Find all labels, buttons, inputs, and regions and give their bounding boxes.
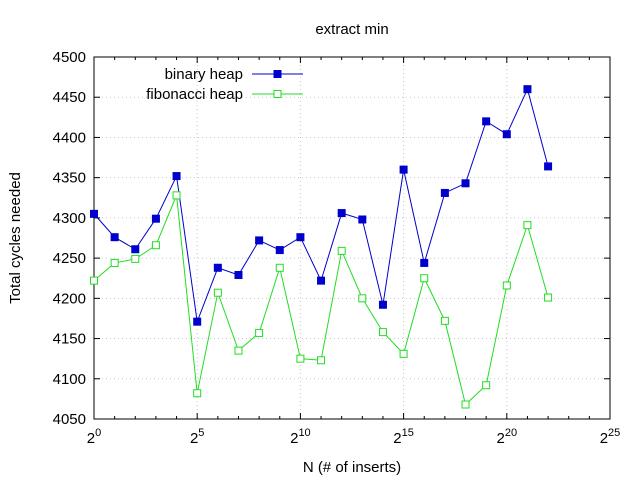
data-point (502, 130, 511, 139)
x-tick-label: 215 (393, 427, 414, 447)
data-point (151, 214, 160, 223)
data-point (90, 276, 98, 285)
y-tick-label: 4250 (53, 250, 86, 267)
data-point (337, 209, 346, 218)
x-tick-exponent: 5 (198, 427, 204, 439)
data-point (523, 221, 532, 230)
x-tick-exponent: 20 (505, 427, 517, 439)
data-point (461, 400, 470, 409)
y-tick-labels: 4050 4100 4150 4200 4250 4300 4350 4400 4450 4500 (53, 49, 86, 428)
data-point (151, 241, 160, 250)
x-tick-label: 25 (190, 427, 204, 447)
y-tick-label: 4100 (53, 371, 86, 388)
data-point (275, 263, 284, 272)
data-point (399, 165, 408, 174)
x-tick-base: 2 (497, 430, 505, 447)
data-point (234, 271, 243, 280)
x-tick-label: 210 (290, 427, 311, 447)
x-tick-base: 2 (87, 430, 95, 447)
data-point (275, 246, 284, 255)
x-tick-base: 2 (600, 430, 608, 447)
y-tick-label: 4200 (53, 290, 86, 307)
x-tick-exponent: 0 (95, 427, 101, 439)
series-line (93, 87, 549, 324)
data-point (234, 346, 243, 355)
data-point (420, 274, 429, 283)
axis-ticks (93, 56, 611, 420)
data-point (461, 179, 470, 188)
plot-frame (93, 56, 611, 420)
y-tick-label: 4350 (53, 170, 86, 187)
data-point (110, 233, 119, 242)
data-point (440, 316, 449, 325)
data-point (172, 191, 181, 200)
x-tick-label: 225 (600, 427, 621, 447)
y-tick-label: 4450 (53, 89, 86, 106)
data-point (502, 281, 511, 290)
x-tick-exponent: 25 (608, 427, 620, 439)
data-point (378, 300, 387, 309)
data-point (172, 172, 181, 181)
data-point (420, 258, 429, 267)
series-binary-heap (90, 85, 553, 326)
x-tick-exponent: 15 (402, 427, 414, 439)
x-axis-label: N (# of inserts) (303, 459, 401, 476)
y-tick-label: 4300 (53, 210, 86, 227)
grid-lines (94, 57, 610, 419)
data-point (544, 162, 553, 171)
y-tick-label: 4400 (53, 129, 86, 146)
data-point (317, 356, 326, 365)
x-tick-exponent: 10 (298, 427, 310, 439)
data-point (482, 117, 491, 126)
data-point (255, 236, 264, 245)
data-point (131, 254, 140, 263)
data-point (296, 354, 305, 363)
data-point (213, 288, 222, 297)
data-point (544, 293, 553, 302)
data-point (378, 328, 387, 337)
chart-title: extract min (315, 21, 388, 38)
series-line (93, 195, 549, 406)
data-point (255, 328, 264, 337)
data-point (358, 294, 367, 303)
series-fibonacci-heap (90, 191, 553, 409)
legend-marker (273, 70, 282, 78)
y-tick-label: 4500 (53, 49, 86, 66)
legend-label: fibonacci heap (146, 86, 243, 103)
series-layer (90, 85, 553, 409)
data-point (131, 245, 140, 254)
data-point (193, 317, 202, 326)
y-axis-label: Total cycles needed (7, 172, 24, 304)
data-point (90, 209, 98, 218)
data-point (337, 246, 346, 255)
data-point (110, 258, 119, 267)
data-point (296, 233, 305, 242)
data-point (399, 349, 408, 358)
data-point (482, 381, 491, 390)
legend-label: binary heap (165, 66, 243, 83)
x-tick-labels: 20 25 210 215 220 225 (87, 427, 621, 447)
y-tick-label: 4050 (53, 411, 86, 428)
data-point (440, 188, 449, 197)
data-point (193, 389, 202, 398)
data-point (213, 263, 222, 272)
legend-marker (273, 90, 282, 98)
x-tick-base: 2 (290, 430, 298, 447)
x-tick-base: 2 (393, 430, 401, 447)
y-tick-label: 4150 (53, 331, 86, 348)
x-tick-base: 2 (190, 430, 198, 447)
data-point (523, 85, 532, 94)
x-tick-label: 220 (497, 427, 518, 447)
legend: binary heap fibonacci heap (146, 66, 303, 103)
data-point (317, 276, 326, 285)
data-point (358, 215, 367, 224)
x-tick-label: 20 (87, 427, 101, 447)
